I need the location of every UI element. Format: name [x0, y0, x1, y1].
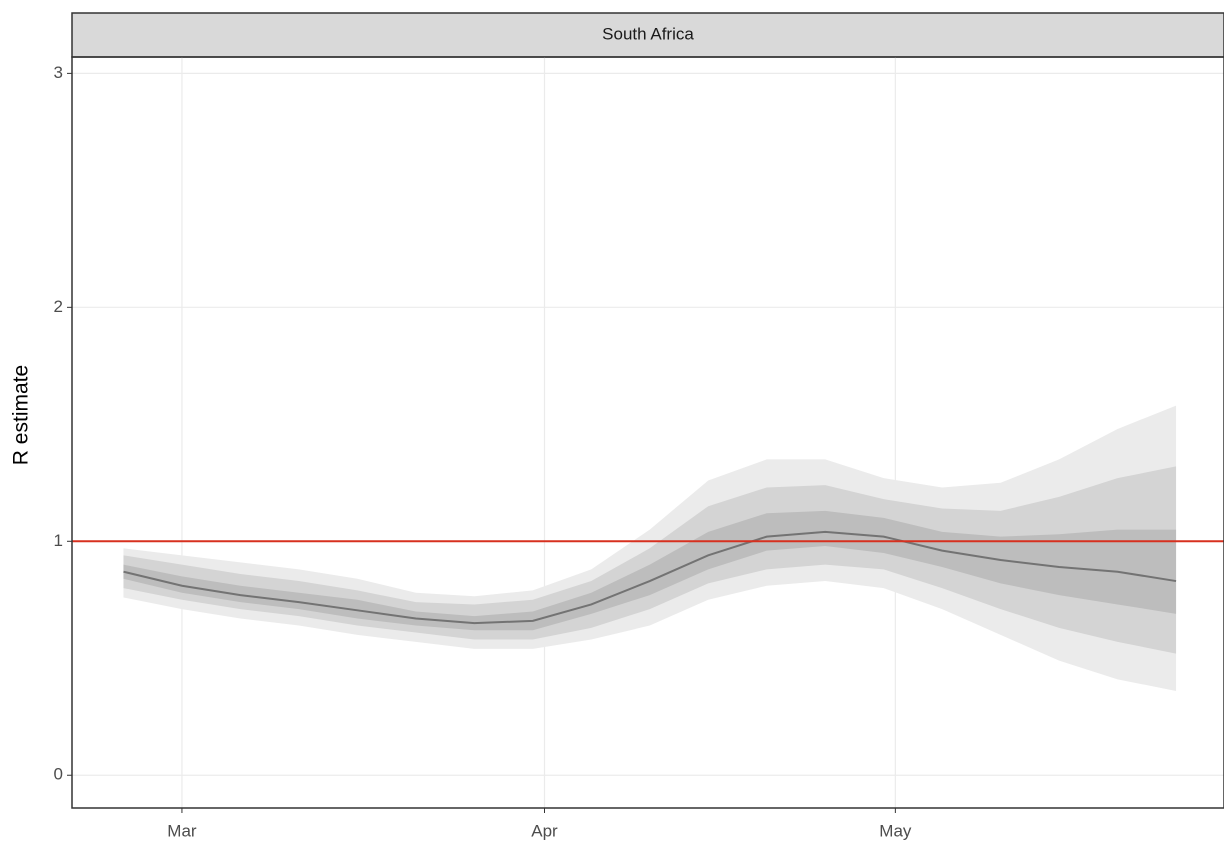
panel-title: South Africa: [602, 24, 694, 43]
x-tick-label: Apr: [531, 821, 558, 840]
y-tick-label: 0: [54, 765, 63, 784]
y-tick-label: 1: [54, 531, 63, 550]
panel-border: [71, 56, 1224, 809]
median-line: [123, 530, 1177, 625]
x-tick-label: Mar: [167, 821, 197, 840]
y-tick-label: 3: [54, 63, 63, 82]
strip: [71, 12, 1224, 58]
y-tick-label: 2: [54, 297, 63, 316]
y-axis-label: R estimate: [10, 365, 33, 465]
x-tick-label: May: [879, 821, 912, 840]
